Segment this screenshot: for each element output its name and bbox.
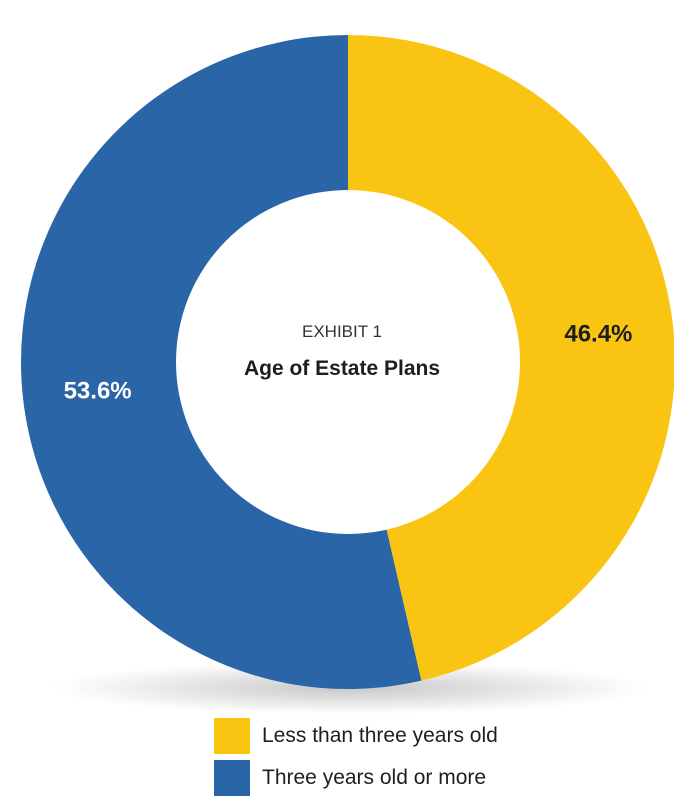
slice-value-label-0: 46.4% [564,321,632,348]
labels-group: 46.4% 53.6% [64,321,633,405]
legend-item-three-or-more: Three years old or more [214,760,498,796]
legend-label: Three years old or more [262,766,487,789]
legend-item-less-than-three: Less than three years old [214,718,498,754]
legend-swatch [214,760,250,796]
donut-hole [176,190,520,534]
chart-title: Age of Estate Plans [244,357,440,380]
legend: Less than three years old Three years ol… [214,718,498,802]
slice-value-label-1: 53.6% [64,377,132,404]
legend-swatch [214,718,250,754]
chart-subtitle: EXHIBIT 1 [302,322,382,341]
legend-label: Less than three years old [262,724,498,747]
